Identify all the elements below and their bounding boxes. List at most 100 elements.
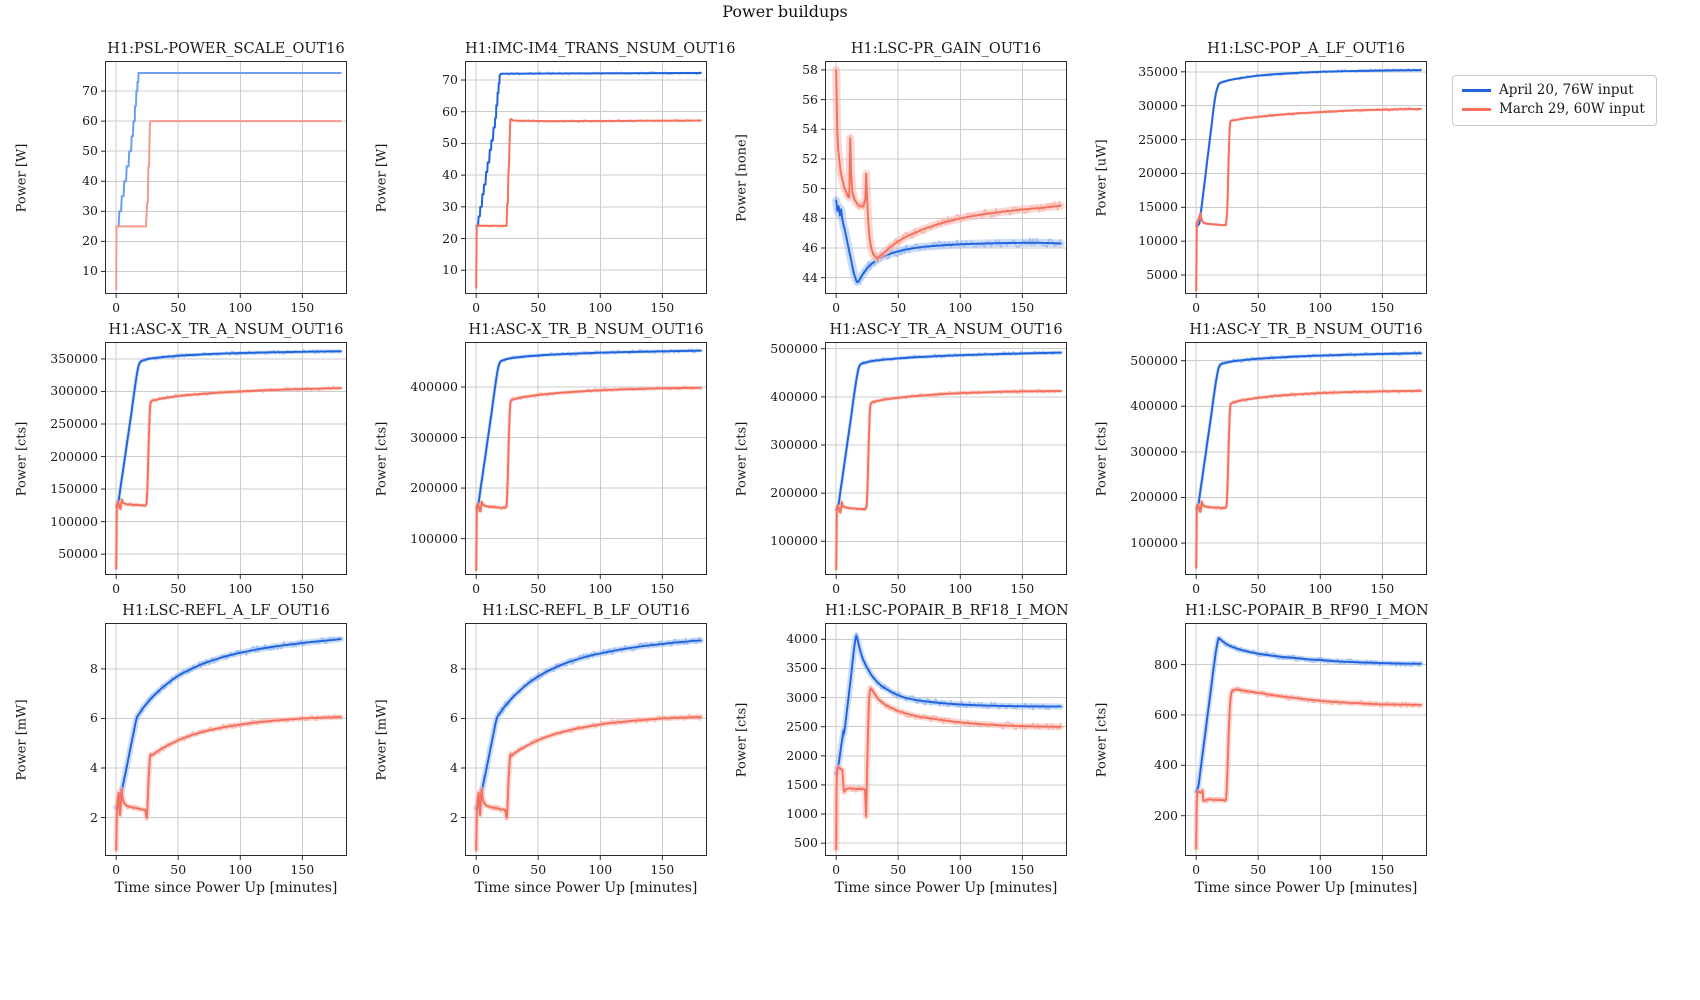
chart-psl-power-scale: H1:PSL-POWER_SCALE_OUT16 Power [W] 0 50 100 1… [6,38,366,319]
chart-title: H1:LSC-REFL_A_LF_OUT16 [122,603,330,619]
y-tick-label: 30 [442,198,458,214]
x-tick-label: 100 [588,862,613,877]
x-tick-label: 100 [588,300,613,315]
chart-lsc-pr-gain: H1:LSC-PR_GAIN_OUT16 Power [none] 0 50 100 15… [726,38,1086,319]
y-tick-label: 200000 [410,480,458,496]
x-axis-label: Time since Power Up [minutes] [474,880,698,896]
y-tick-label: 5000 [1146,267,1178,283]
plot-area: Power [W] 0 50 100 150 10 20 30 40 50 60 70 [6,61,347,315]
x-tick-label: 0 [832,862,841,877]
x-tick-label: 50 [170,300,187,315]
y-tick-label: 400000 [1130,398,1178,414]
y-tick-label: 50 [802,180,818,196]
y-tick-label: 300000 [50,383,98,399]
y-tick-label: 2000 [786,747,818,763]
y-tick-label: 4 [90,760,98,775]
plot-area: Power [cts] 0 50 100 150 500 1000 1500 2000 2500 3… [726,623,1067,877]
plot-area: Power [cts] 0 50 100 150 50000 100000 150000 200… [6,342,347,596]
y-tick-label: 100000 [1130,535,1178,551]
x-tick-label: 150 [290,300,315,315]
x-tick-label: 100 [1308,300,1333,315]
plot-area: Power [cts] 0 50 100 150 100000 200000 300000 40… [366,342,707,596]
y-tick-label: 100000 [770,533,818,549]
x-tick-label: 100 [948,581,973,596]
legend: April 20, 76W input March 29, 60W input [1452,75,1657,126]
y-tick-label: 300000 [1130,443,1178,459]
charts-grid: H1:PSL-POWER_SCALE_OUT16 Power [W] 0 50 100 1… [6,38,1446,930]
y-tick-label: 200000 [1130,489,1178,505]
y-tick-label: 25000 [1138,131,1178,147]
legend-label-april20: April 20, 76W input [1499,82,1634,98]
y-tick-label: 20000 [1138,165,1178,181]
y-tick-label: 500000 [1130,352,1178,368]
y-tick-label: 200000 [770,485,818,501]
y-tick-label: 54 [802,121,818,137]
y-tick-label: 10 [442,262,458,278]
x-tick-label: 50 [890,581,907,596]
y-tick-label: 1500 [786,776,818,792]
plot-area: Power [uW] 0 50 100 150 5000 10000 15000 20000 25… [1086,61,1427,315]
chart-lsc-refl-b-lf: H1:LSC-REFL_B_LF_OUT16 Power [mW] 0 50 100 15… [366,600,726,930]
y-tick-label: 100000 [50,513,98,529]
chart-title: H1:ASC-Y_TR_A_NSUM_OUT16 [829,322,1063,338]
chart-title: H1:ASC-X_TR_B_NSUM_OUT16 [468,322,704,338]
chart-title: H1:ASC-Y_TR_B_NSUM_OUT16 [1189,322,1423,338]
x-tick-label: 150 [1370,862,1395,877]
figure-title: Power buildups [722,2,848,21]
y-tick-label: 150000 [50,481,98,497]
y-tick-label: 35000 [1138,63,1178,79]
y-tick-label: 60 [82,113,98,129]
y-tick-label: 8 [450,660,458,676]
x-tick-label: 150 [650,862,675,877]
x-tick-label: 100 [228,862,253,877]
x-tick-label: 150 [650,300,675,315]
x-tick-label: 100 [948,300,973,315]
y-tick-label: 6 [90,710,98,726]
plot-area: Power [none] 0 50 100 150 44 46 48 50 52 54 56 58 [726,61,1067,315]
y-tick-label: 800 [1154,656,1178,672]
y-tick-label: 56 [802,91,818,107]
y-axis-label: Power [none] [734,133,750,222]
y-tick-label: 50000 [58,546,98,562]
y-tick-label: 4000 [786,631,818,647]
y-tick-label: 400000 [770,388,818,404]
x-tick-label: 50 [1250,581,1267,596]
y-tick-label: 1000 [786,806,818,822]
x-tick-label: 0 [472,581,481,596]
x-tick-label: 150 [1010,862,1035,877]
legend-line-red-icon [1462,108,1491,111]
x-tick-label: 50 [890,300,907,315]
x-axis-label: Time since Power Up [minutes] [834,880,1058,896]
x-tick-label: 0 [472,300,481,315]
y-tick-label: 6 [450,710,458,726]
chart-lsc-popair-rf90: H1:LSC-POPAIR_B_RF90_I_MON Power [cts] 0 50… [1086,600,1446,930]
y-tick-label: 30 [82,203,98,219]
x-tick-label: 0 [1192,581,1201,596]
chart-title: H1:LSC-PR_GAIN_OUT16 [850,41,1042,57]
y-tick-label: 200000 [50,448,98,464]
chart-title: H1:LSC-POPAIR_B_RF90_I_MON [1185,603,1429,619]
x-axis-label: Time since Power Up [minutes] [114,880,338,896]
y-tick-label: 400 [1154,757,1178,773]
y-tick-label: 60 [442,103,458,119]
y-tick-label: 8 [90,660,98,676]
x-tick-label: 100 [228,581,253,596]
x-tick-label: 0 [832,581,841,596]
x-tick-label: 0 [472,862,481,877]
y-axis-label: Power [cts] [734,702,750,777]
chart-imc-im4-trans: H1:IMC-IM4_TRANS_NSUM_OUT16 Power [W] 0 50 1… [366,38,736,319]
x-tick-label: 50 [530,300,547,315]
y-tick-label: 400000 [410,378,458,394]
y-tick-label: 600 [1154,706,1178,722]
x-tick-label: 100 [948,862,973,877]
y-tick-label: 52 [802,150,818,166]
y-tick-label: 20 [442,230,458,246]
x-tick-label: 50 [1250,862,1267,877]
x-tick-label: 50 [170,581,187,596]
y-tick-label: 58 [802,61,818,77]
y-tick-label: 40 [442,167,458,183]
plot-area: Power [cts] 0 50 100 150 200 400 600 800 [1086,623,1427,877]
y-tick-label: 2 [450,809,458,825]
y-tick-label: 4 [450,760,458,775]
